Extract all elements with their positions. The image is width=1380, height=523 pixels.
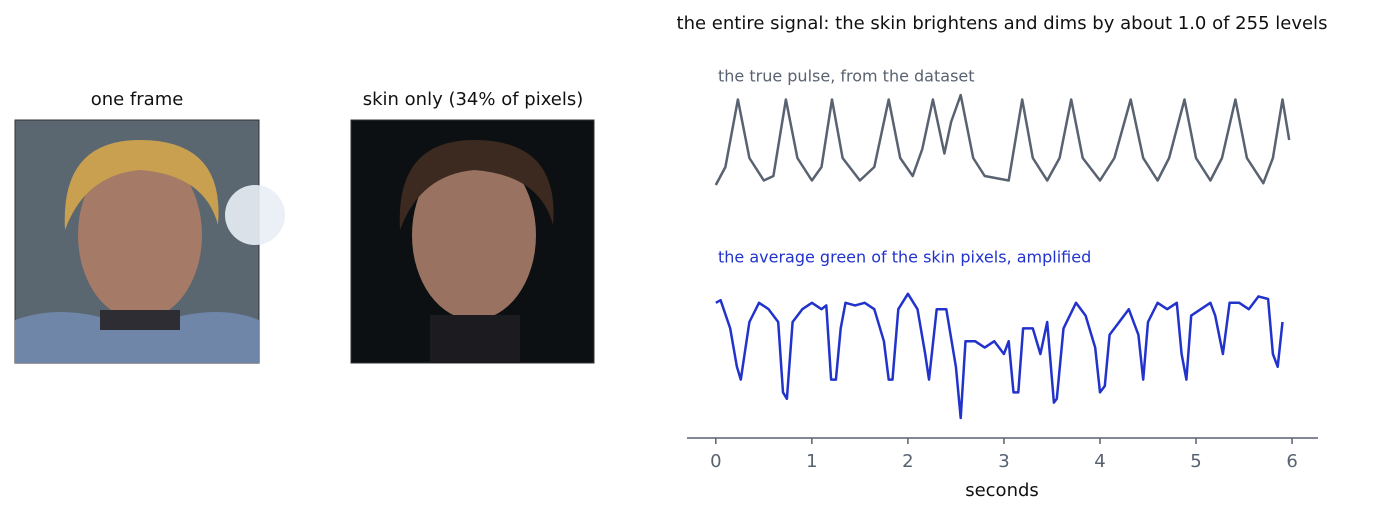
face-image (14, 119, 285, 364)
x-axis-label: seconds (965, 480, 1039, 501)
panel-title: skin only (34% of pixels) (363, 89, 584, 110)
x-tick-label: 6 (1286, 451, 1297, 472)
x-tick-label: 2 (902, 451, 913, 472)
panel-title: one frame (91, 89, 184, 110)
x-tick-label: 3 (998, 451, 1009, 472)
x-tick-label: 0 (710, 451, 721, 472)
x-tick-label: 4 (1094, 451, 1105, 472)
series-line (714, 93, 1291, 186)
skin-image (350, 119, 595, 364)
x-tick-label: 5 (1190, 451, 1201, 472)
x-tick-label: 1 (806, 451, 817, 472)
series-line (715, 292, 1284, 420)
series-label: the average green of the skin pixels, am… (718, 248, 1091, 267)
series-label: the true pulse, from the dataset (718, 67, 975, 86)
chart-title: the entire signal: the skin brightens an… (677, 13, 1328, 34)
